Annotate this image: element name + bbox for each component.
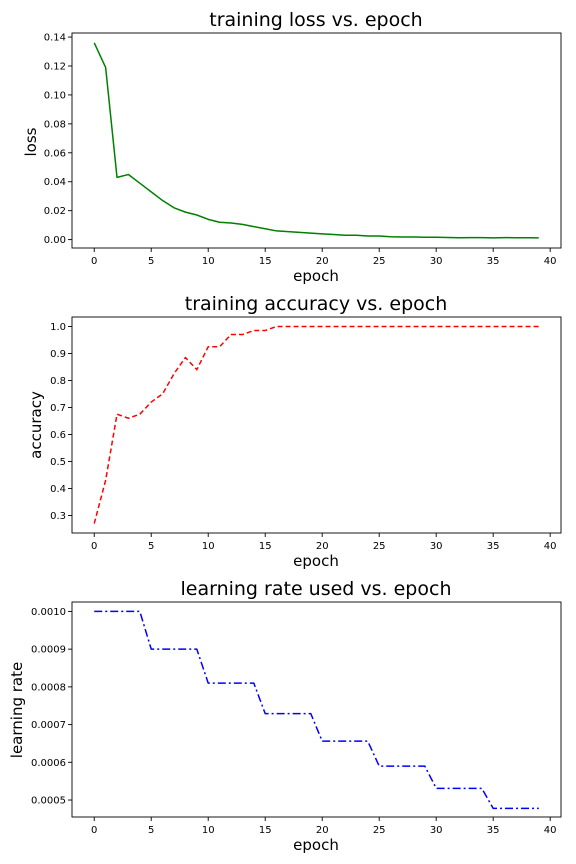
plot-area: 0 5 10 15 20 25 30 35 40 0.0005 0.0006 0.0007 0.0008… [31, 607, 557, 836]
y-tick-label: 0.0008 [31, 682, 66, 693]
y-tick-label: 0.12 [44, 61, 66, 72]
y-tick-label: 0.0007 [31, 720, 66, 731]
y-tick-label: 0.7 [50, 403, 66, 414]
x-tick-label: 40 [544, 541, 557, 552]
x-axis-label: epoch [293, 552, 339, 570]
x-tick-label: 0 [91, 256, 97, 267]
y-tick-label: 0.02 [44, 206, 66, 217]
y-tick-label: 0.5 [50, 457, 66, 468]
plot-frame [71, 601, 562, 818]
y-tick-label: 0.04 [44, 177, 66, 188]
y-tick-label: 0.06 [44, 148, 66, 159]
chart-title: learning rate used vs. epoch [180, 578, 451, 600]
x-tick-label: 10 [202, 256, 215, 267]
x-tick-label: 20 [316, 256, 329, 267]
series-line [93, 325, 539, 524]
y-axis-label: learning rate [8, 662, 26, 758]
y-axis-label: accuracy [27, 391, 45, 459]
y-tick-label: 0.0009 [31, 645, 66, 656]
x-tick-label: 15 [259, 541, 272, 552]
x-tick-label: 30 [430, 541, 443, 552]
x-tick-label: 25 [373, 825, 386, 836]
x-axis-label: epoch [293, 836, 339, 854]
y-tick-label: 0.0006 [31, 758, 66, 769]
y-tick-label: 0.3 [50, 511, 66, 522]
x-tick-label: 20 [316, 825, 329, 836]
x-tick-label: 30 [430, 825, 443, 836]
y-axis-label: loss [22, 127, 40, 156]
x-tick-label: 25 [373, 256, 386, 267]
y-tick-label: 1.0 [50, 322, 66, 333]
y-tick-label: 0.0010 [31, 607, 66, 618]
x-tick-label: 20 [316, 541, 329, 552]
x-tick-label: 0 [91, 541, 97, 552]
x-tick-label: 10 [202, 825, 215, 836]
x-tick-label: 35 [487, 541, 500, 552]
x-tick-label: 35 [487, 825, 500, 836]
x-tick-label: 15 [259, 825, 272, 836]
y-tick-label: 0.14 [44, 33, 66, 44]
learning-rate-chart: learning rate used vs. epoch epoch learn… [8, 578, 562, 854]
x-tick-label: 5 [148, 825, 154, 836]
chart-title: training accuracy vs. epoch [185, 293, 448, 315]
x-tick-label: 0 [91, 825, 97, 836]
y-tick-label: 0.8 [50, 376, 66, 387]
x-axis-label: epoch [293, 267, 339, 285]
plot-frame [71, 316, 562, 534]
chart-title: training loss vs. epoch [209, 9, 422, 31]
y-tick-label: 0.00 [44, 235, 66, 246]
x-tick-label: 40 [544, 256, 557, 267]
y-tick-label: 0.10 [44, 90, 66, 101]
plot-frame [71, 32, 562, 249]
x-tick-label: 5 [148, 541, 154, 552]
x-tick-label: 5 [148, 256, 154, 267]
series-line [94, 610, 539, 810]
y-tick-label: 0.6 [50, 430, 66, 441]
x-tick-label: 15 [259, 256, 272, 267]
y-tick-label: 0.0005 [31, 796, 66, 807]
series-line [93, 42, 539, 239]
plot-area: 0 5 10 15 20 25 30 35 40 0.3 0.4 0.5 0.6 0.7 0.8 0.9 1.0 [50, 322, 556, 552]
x-tick-label: 25 [373, 541, 386, 552]
x-tick-label: 40 [544, 825, 557, 836]
x-tick-label: 10 [202, 541, 215, 552]
x-tick-label: 30 [430, 256, 443, 267]
plot-area: 0 5 10 15 20 25 30 35 40 0.00 0.02 0.04 0.06 0.08 0.10… [44, 33, 557, 267]
x-tick-label: 35 [487, 256, 500, 267]
y-tick-label: 0.08 [44, 119, 66, 130]
accuracy-chart: training accuracy vs. epoch epoch accura… [27, 293, 562, 570]
y-tick-label: 0.9 [50, 349, 66, 360]
loss-chart: training loss vs. epoch epoch loss 0 5 10 1… [22, 9, 562, 285]
y-tick-label: 0.4 [50, 484, 66, 495]
